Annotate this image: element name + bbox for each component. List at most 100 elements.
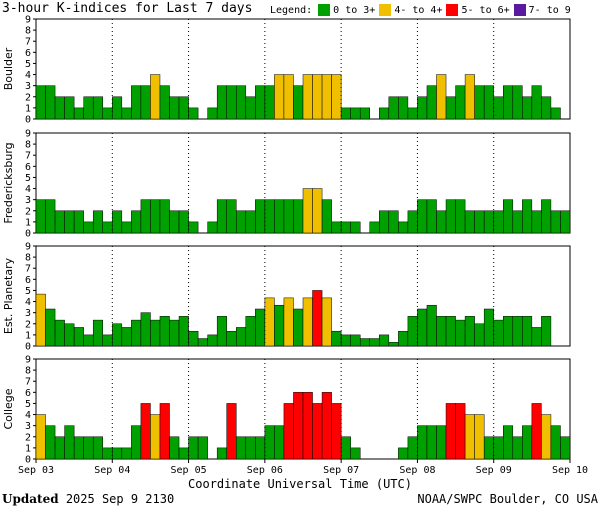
bar-boulder bbox=[388, 96, 399, 120]
y-tick-label-est-planetary: 6 bbox=[25, 275, 31, 286]
bar-college bbox=[64, 425, 75, 460]
bar-est-planetary bbox=[140, 312, 151, 347]
bar-est-planetary bbox=[45, 308, 56, 347]
bar-est-planetary bbox=[121, 327, 132, 347]
bar-college bbox=[178, 447, 189, 460]
x-tick-label: Sep 09 bbox=[476, 465, 512, 476]
bar-fredericksburg bbox=[321, 199, 332, 234]
bar-boulder bbox=[359, 107, 371, 120]
bar-college bbox=[245, 436, 256, 460]
y-tick-label-college: 6 bbox=[25, 388, 31, 399]
legend-item-active: 4- to 4+ bbox=[379, 4, 442, 16]
legend-swatch-active bbox=[379, 4, 392, 16]
bar-fredericksburg bbox=[207, 221, 218, 234]
bar-boulder bbox=[464, 74, 475, 120]
bar-boulder bbox=[445, 96, 456, 120]
bar-boulder bbox=[245, 96, 256, 120]
bar-college bbox=[283, 403, 294, 460]
bar-boulder bbox=[531, 85, 542, 120]
bar-college bbox=[35, 414, 46, 460]
bar-est-planetary bbox=[216, 316, 227, 347]
y-tick-label-est-planetary: 7 bbox=[25, 264, 31, 275]
bar-boulder bbox=[169, 96, 180, 120]
bar-fredericksburg bbox=[264, 199, 275, 234]
bar-fredericksburg bbox=[436, 210, 447, 234]
bar-fredericksburg bbox=[483, 210, 494, 234]
bar-est-planetary bbox=[226, 330, 237, 347]
bar-boulder bbox=[312, 74, 323, 120]
y-tick-label-est-planetary: 0 bbox=[25, 342, 31, 353]
bar-est-planetary bbox=[541, 316, 552, 347]
y-tick-label-fredericksburg: 6 bbox=[25, 162, 31, 173]
bar-fredericksburg bbox=[131, 210, 142, 234]
bar-boulder bbox=[350, 107, 361, 120]
bar-est-planetary bbox=[83, 334, 94, 347]
bar-college bbox=[264, 425, 275, 460]
bar-est-planetary bbox=[379, 334, 390, 347]
panel-label-boulder: Boulder bbox=[2, 47, 15, 90]
bar-est-planetary bbox=[522, 316, 533, 347]
bar-fredericksburg bbox=[35, 199, 46, 234]
bar-fredericksburg bbox=[541, 199, 552, 234]
bar-est-planetary bbox=[150, 319, 161, 347]
bar-est-planetary bbox=[474, 323, 485, 347]
bar-boulder bbox=[236, 85, 247, 120]
bar-est-planetary bbox=[445, 316, 456, 347]
bar-est-planetary bbox=[340, 334, 351, 347]
legend-text-storm: 5- to 6+ bbox=[461, 4, 510, 16]
y-tick-label-est-planetary: 4 bbox=[25, 297, 31, 308]
bar-college bbox=[121, 447, 132, 460]
k-index-chart: 0123456789Boulder0123456789Fredericksbur… bbox=[2, 15, 588, 477]
bar-college bbox=[83, 436, 94, 460]
bar-boulder bbox=[398, 96, 409, 120]
bar-boulder bbox=[112, 96, 123, 120]
bar-college bbox=[541, 414, 552, 460]
bar-college bbox=[436, 425, 447, 460]
bar-fredericksburg bbox=[493, 210, 504, 234]
y-tick-label-est-planetary: 8 bbox=[25, 253, 31, 264]
bar-fredericksburg bbox=[503, 199, 514, 234]
bar-est-planetary bbox=[426, 304, 437, 347]
updated-value: 2025 Sep 9 2130 bbox=[65, 492, 175, 506]
bar-boulder bbox=[283, 74, 294, 120]
legend-swatch-quiet bbox=[318, 4, 331, 16]
legend-text-quiet: 0 to 3+ bbox=[333, 4, 376, 16]
bar-boulder bbox=[54, 96, 65, 120]
y-tick-label-college: 3 bbox=[25, 421, 31, 432]
bar-boulder bbox=[178, 96, 189, 120]
y-tick-label-fredericksburg: 1 bbox=[25, 217, 31, 228]
chart-title: 3-hour K-indices for Last 7 days bbox=[2, 1, 253, 16]
y-tick-label-boulder: 1 bbox=[25, 103, 31, 114]
y-tick-label-est-planetary: 9 bbox=[25, 242, 31, 253]
bar-boulder bbox=[121, 107, 132, 120]
bar-college bbox=[169, 436, 180, 460]
bar-est-planetary bbox=[92, 319, 104, 347]
bar-est-planetary bbox=[35, 293, 46, 347]
bar-boulder bbox=[426, 85, 437, 120]
x-tick-label: Sep 05 bbox=[171, 465, 207, 476]
bar-college bbox=[140, 403, 151, 460]
bar-fredericksburg bbox=[302, 188, 313, 234]
bar-boulder bbox=[150, 74, 161, 120]
bar-boulder bbox=[455, 85, 466, 120]
x-tick-label: Sep 10 bbox=[552, 465, 588, 476]
y-tick-label-boulder: 4 bbox=[25, 70, 31, 81]
bar-college bbox=[293, 392, 304, 460]
bar-college bbox=[159, 403, 170, 460]
data-source: NOAA/SWPC Boulder, CO USA bbox=[417, 492, 598, 506]
bar-est-planetary bbox=[293, 308, 304, 347]
bar-boulder bbox=[73, 107, 84, 120]
bar-est-planetary bbox=[255, 308, 266, 347]
bar-boulder bbox=[92, 96, 104, 120]
bar-est-planetary bbox=[350, 334, 361, 347]
bar-est-planetary bbox=[178, 316, 189, 347]
bar-college bbox=[54, 436, 65, 460]
bar-boulder bbox=[216, 85, 227, 120]
bar-college bbox=[197, 436, 208, 460]
bar-college bbox=[522, 425, 533, 460]
bar-boulder bbox=[188, 107, 199, 120]
bar-college bbox=[350, 447, 361, 460]
panel-label-est-planetary: Est. Planetary bbox=[2, 257, 15, 334]
bar-fredericksburg bbox=[45, 199, 56, 234]
bar-est-planetary bbox=[73, 327, 84, 347]
